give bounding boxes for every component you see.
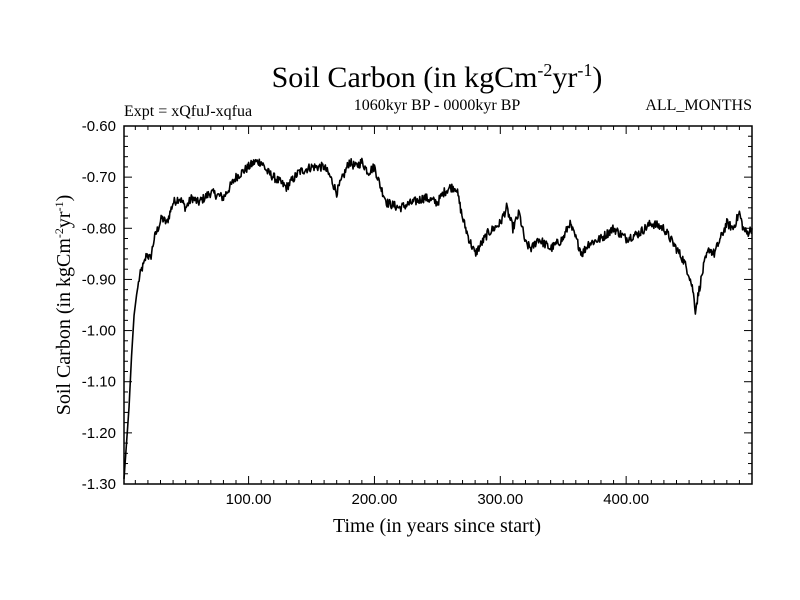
series-group bbox=[123, 157, 753, 479]
y-tick-label: -0.60 bbox=[82, 118, 116, 135]
chart-title-main: Soil Carbon (in kgCm bbox=[272, 61, 538, 94]
y-axis-label-main: Soil Carbon (in kgCm bbox=[53, 238, 75, 416]
y-tick-label: -1.20 bbox=[82, 425, 116, 442]
x-tick-label: 400.00 bbox=[603, 491, 649, 508]
y-tick-label: -0.80 bbox=[82, 220, 116, 237]
y-axis-label-mid: yr bbox=[53, 211, 75, 228]
y-axis-label-end: ) bbox=[53, 195, 75, 202]
chart-title-mid: yr bbox=[552, 61, 577, 94]
time-range-label: 1060kyr BP - 0000kyr BP bbox=[354, 97, 521, 114]
y-axis-label: Soil Carbon (in kgCm-2yr-1) bbox=[52, 195, 75, 416]
chart-title: Soil Carbon (in kgCm-2yr-1) bbox=[272, 60, 603, 94]
chart-title-end: ) bbox=[592, 61, 602, 94]
chart-title-sup2: -1 bbox=[577, 60, 592, 80]
y-tick-label: -1.10 bbox=[82, 374, 116, 391]
y-axis: -1.30 -1.20 -1.10 -1.00 -0.90 -0.80 -0.70 -0.60 bbox=[82, 118, 752, 493]
months-label: ALL_MONTHS bbox=[645, 97, 752, 114]
x-axis: 100.00 200.00 300.00 400.00 bbox=[134, 126, 740, 508]
x-tick-label: 200.00 bbox=[351, 491, 397, 508]
y-axis-label-sup2: -1 bbox=[52, 201, 66, 211]
x-axis-label: Time (in years since start) bbox=[333, 515, 541, 537]
chart-title-sup1: -2 bbox=[537, 60, 552, 80]
y-tick-label: -1.30 bbox=[82, 476, 116, 493]
experiment-label: Expt = xQfuJ-xqfua bbox=[124, 103, 252, 120]
series-line-soil-carbon bbox=[123, 157, 753, 479]
x-tick-label: 300.00 bbox=[477, 491, 523, 508]
y-tick-label: -0.90 bbox=[82, 271, 116, 288]
y-tick-label: -1.00 bbox=[82, 323, 116, 340]
plot-frame bbox=[123, 125, 753, 485]
y-tick-label: -0.70 bbox=[82, 169, 116, 186]
x-tick-label: 100.00 bbox=[226, 491, 272, 508]
y-axis-label-sup1: -2 bbox=[52, 228, 66, 238]
